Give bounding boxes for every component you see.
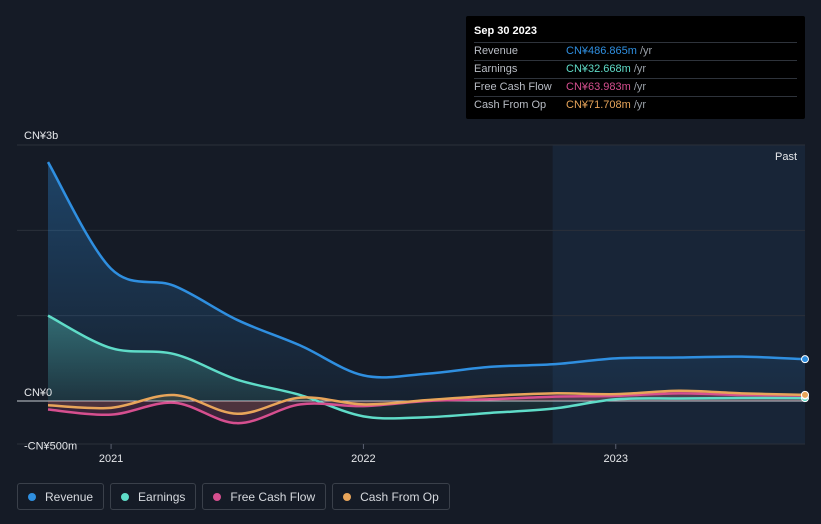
tooltip-value: CN¥486.865m bbox=[566, 45, 637, 57]
y-tick-label: -CN¥500m bbox=[24, 441, 77, 453]
tooltip-date: Sep 30 2023 bbox=[474, 24, 797, 43]
tooltip-value: CN¥71.708m bbox=[566, 99, 631, 111]
tooltip-label: Earnings bbox=[474, 63, 518, 75]
x-axis-labels: 2021 2022 2023 bbox=[99, 444, 628, 465]
legend-dot-icon bbox=[213, 492, 222, 501]
tooltip-unit: /yr bbox=[633, 81, 647, 93]
earnings-line bbox=[47, 314, 806, 420]
tooltip-row-cash-from-op: Cash From Op CN¥71.708m /yr bbox=[474, 97, 797, 114]
series-lines bbox=[46, 161, 806, 425]
tooltip-unit: /yr bbox=[633, 99, 647, 111]
tooltip-label: Revenue bbox=[474, 45, 519, 57]
legend-label: Cash From Op bbox=[360, 489, 439, 504]
tooltip-unit: /yr bbox=[633, 63, 647, 75]
legend-item-cash-from-op[interactable]: Cash From Op bbox=[332, 483, 450, 510]
legend-label: Revenue bbox=[45, 489, 94, 504]
revenue-line bbox=[46, 161, 806, 379]
x-tick-label: 2022 bbox=[351, 453, 375, 465]
tooltip-row-earnings: Earnings CN¥32.668m /yr bbox=[474, 61, 797, 79]
tooltip-label: Free Cash Flow bbox=[474, 81, 552, 93]
legend-item-earnings[interactable]: Earnings bbox=[110, 483, 197, 510]
y-tick-label: CN¥3b bbox=[24, 130, 58, 142]
legend-label: Free Cash Flow bbox=[230, 489, 316, 504]
tooltip-unit: /yr bbox=[639, 45, 653, 57]
y-tick-label: CN¥0 bbox=[24, 387, 52, 399]
legend-label: Earnings bbox=[138, 489, 186, 504]
past-label: Past bbox=[775, 151, 797, 163]
tooltip-value: CN¥32.668m bbox=[566, 63, 631, 75]
legend-item-revenue[interactable]: Revenue bbox=[17, 483, 105, 510]
cash-from-op-end-marker bbox=[801, 390, 809, 399]
legend-item-free-cash-flow[interactable]: Free Cash Flow bbox=[202, 483, 327, 510]
free-cash-flow-area bbox=[48, 393, 805, 424]
tooltip-row-revenue: Revenue CN¥486.865m /yr bbox=[474, 43, 797, 61]
tooltip-row-free-cash-flow: Free Cash Flow CN¥63.983m /yr bbox=[474, 79, 797, 97]
revenue-end-marker bbox=[801, 355, 809, 364]
legend: Revenue Earnings Free Cash Flow Cash Fro… bbox=[17, 483, 450, 510]
tooltip-value: CN¥63.983m bbox=[566, 81, 631, 93]
cash-from-op-line bbox=[47, 389, 806, 416]
tooltip-label: Cash From Op bbox=[474, 99, 547, 111]
x-tick-label: 2021 bbox=[99, 453, 123, 465]
tooltip: Sep 30 2023 Revenue CN¥486.865m /yr Earn… bbox=[466, 16, 805, 119]
revenue-area bbox=[48, 162, 805, 401]
legend-dot-icon bbox=[343, 492, 352, 501]
earnings-area bbox=[48, 315, 805, 419]
legend-dot-icon bbox=[28, 492, 36, 501]
y-axis-labels: CN¥3b CN¥0 -CN¥500m bbox=[24, 130, 77, 453]
x-tick-label: 2023 bbox=[604, 453, 628, 465]
legend-dot-icon bbox=[121, 492, 130, 501]
series-end-markers bbox=[801, 355, 809, 403]
